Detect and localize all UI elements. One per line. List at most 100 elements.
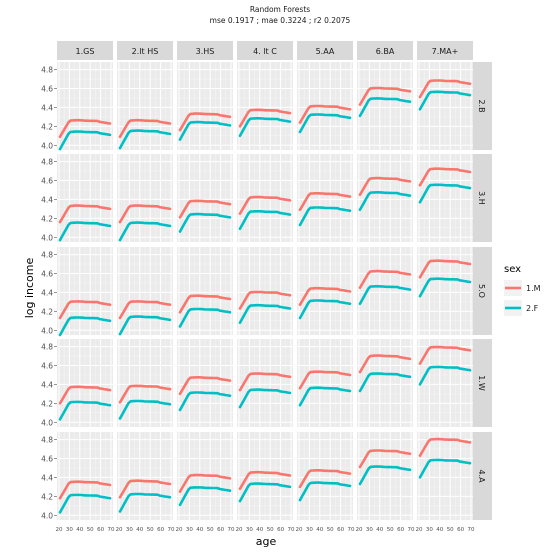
facet-strip xyxy=(357,41,413,60)
series-line xyxy=(58,204,112,224)
facet-strip-label: 2.lt HS xyxy=(132,47,159,56)
x-tick-label: 30 xyxy=(306,527,313,533)
series-line xyxy=(358,449,412,469)
legend-title: sex xyxy=(504,264,521,275)
series-line xyxy=(118,399,172,420)
series-line xyxy=(298,370,352,390)
series-line xyxy=(238,195,292,215)
facet-strip-label: 5.AA xyxy=(316,47,335,56)
series-line xyxy=(178,112,232,132)
y-tick-label: 4.8 xyxy=(41,251,53,260)
y-tick-label: 4.6 xyxy=(41,454,53,463)
y-tick-label: 4.8 xyxy=(41,66,53,75)
x-tick-label: 70 xyxy=(408,527,415,533)
x-tick-label: 20 xyxy=(416,527,423,533)
x-tick-label: 60 xyxy=(157,527,164,533)
series-line xyxy=(178,307,232,328)
series-line xyxy=(178,120,232,141)
series-line xyxy=(418,365,472,386)
series-line xyxy=(238,210,292,231)
series-line xyxy=(58,300,112,320)
series-line xyxy=(418,90,472,111)
x-tick-label: 30 xyxy=(246,527,253,533)
series-line xyxy=(118,479,172,499)
x-tick-label: 70 xyxy=(468,527,475,533)
series-line xyxy=(298,481,352,502)
x-tick-label: 50 xyxy=(447,527,454,533)
x-tick-label: 50 xyxy=(387,527,394,533)
x-tick-label: 70 xyxy=(348,527,355,533)
series-line xyxy=(418,277,472,298)
series-line xyxy=(178,376,232,396)
y-tick-label: 4.0 xyxy=(41,141,53,150)
y-tick-label: 4.4 xyxy=(41,380,53,389)
chart-title: Random Forests xyxy=(250,5,310,14)
series-line xyxy=(178,486,232,507)
x-tick-label: 30 xyxy=(426,527,433,533)
y-tick-label: 4.0 xyxy=(41,233,53,242)
series-line xyxy=(58,385,112,405)
facet-strip xyxy=(417,41,473,60)
series-line xyxy=(298,104,352,124)
series-line xyxy=(298,469,352,489)
x-axis-label: age xyxy=(256,535,277,548)
facet-strip-label: 1.GS xyxy=(76,47,95,56)
facet-strip xyxy=(472,62,492,150)
series-line xyxy=(238,108,292,128)
x-tick-label: 30 xyxy=(186,527,193,533)
x-tick-label: 60 xyxy=(217,527,224,533)
x-tick-label: 20 xyxy=(176,527,183,533)
facet-strip-label: 3.H xyxy=(477,191,486,205)
y-tick-label: 4.6 xyxy=(41,176,53,185)
series-line xyxy=(238,388,292,409)
x-tick-label: 60 xyxy=(277,527,284,533)
x-tick-label: 70 xyxy=(168,527,175,533)
x-tick-label: 70 xyxy=(288,527,295,533)
series-line xyxy=(358,465,412,486)
facet-strip-label: 7.MA+ xyxy=(432,47,459,56)
series-line xyxy=(418,345,472,365)
x-tick-label: 50 xyxy=(327,527,334,533)
legend-label: 2.F xyxy=(526,304,539,313)
facet-strip xyxy=(472,247,492,335)
x-tick-label: 50 xyxy=(147,527,154,533)
series-line xyxy=(298,192,352,212)
x-tick-label: 40 xyxy=(376,527,383,533)
x-tick-label: 40 xyxy=(436,527,443,533)
facet-panels: 1.GS 2.lt HS 3.HS 4. lt C 5.AA 6.BA 7.MA+ 2.B 3.… xyxy=(41,41,492,533)
series-line xyxy=(238,470,292,491)
y-axis-label: log income xyxy=(23,257,36,318)
facet-strip xyxy=(177,41,233,60)
x-tick-label: 30 xyxy=(126,527,133,533)
series-line xyxy=(58,316,112,337)
series-line xyxy=(178,391,232,412)
x-tick-label: 20 xyxy=(296,527,303,533)
series-line xyxy=(358,176,412,196)
y-tick-label: 4.2 xyxy=(41,307,53,316)
legend-label: 1.M xyxy=(526,284,541,293)
series-line xyxy=(238,290,292,310)
x-tick-label: 20 xyxy=(356,527,363,533)
y-tick-label: 4.0 xyxy=(41,326,53,335)
y-tick-label: 4.2 xyxy=(41,122,53,131)
series-line xyxy=(118,300,172,320)
x-tick-label: 60 xyxy=(397,527,404,533)
y-tick-label: 4.2 xyxy=(41,492,53,501)
series-line xyxy=(58,400,112,421)
x-tick-label: 50 xyxy=(267,527,274,533)
x-tick-label: 30 xyxy=(66,527,73,533)
facet-strip-label: 3.HS xyxy=(196,47,215,56)
x-tick-label: 70 xyxy=(108,527,115,533)
series-line xyxy=(178,473,232,493)
series-line xyxy=(238,372,292,392)
facet-strip-label: 4. lt C xyxy=(253,47,277,56)
x-tick-label: 20 xyxy=(116,527,123,533)
series-line xyxy=(418,259,472,279)
x-tick-label: 30 xyxy=(366,527,373,533)
series-line xyxy=(118,221,172,242)
legend: sex 1.M 2.F xyxy=(504,264,541,316)
series-line xyxy=(298,113,352,134)
x-tick-label: 60 xyxy=(97,527,104,533)
series-line xyxy=(418,183,472,204)
